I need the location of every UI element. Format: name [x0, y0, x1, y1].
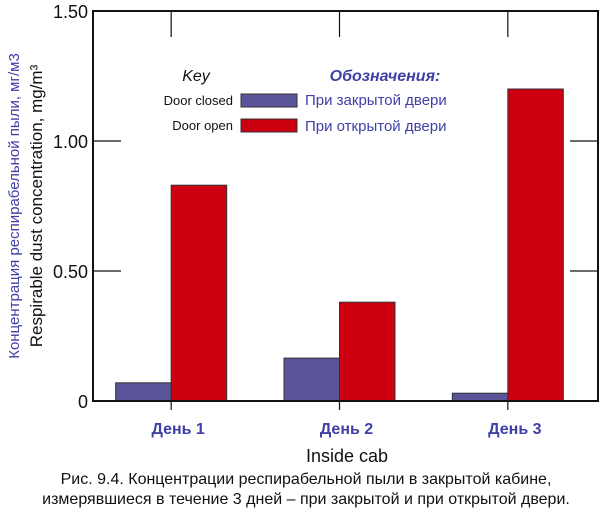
caption-line-1: Рис. 9.4. Концентрации респирабельной пы… [61, 471, 552, 488]
bar-door-closed-day-1 [115, 382, 172, 402]
bar-door-closed-day-2 [283, 357, 340, 402]
x-tick-label: День 3 [488, 421, 541, 438]
bar-door-open-day-2 [339, 301, 396, 402]
bar-door-open-day-1 [170, 184, 228, 402]
legend-title-ru: Обозначения: [330, 68, 441, 85]
plot-frame [92, 10, 599, 402]
legend-swatch-closed [240, 93, 298, 108]
y-tick-label: 1.50 [53, 2, 88, 22]
y-tick-label: 1.00 [53, 132, 88, 152]
legend-label-open: Door open [172, 118, 233, 133]
x-tick-label: День 2 [320, 421, 373, 438]
legend-title: Key [182, 68, 211, 85]
bar-door-open-day-3 [507, 88, 564, 402]
legend-label-closed-ru: При закрытой двери [305, 92, 447, 109]
y-axis-label-ru: Концентрация респирабельной пыли, мг/м3 [6, 53, 23, 359]
y-axis-label: Respirable dust concentration, mg/m³ [27, 64, 46, 347]
bar-door-closed-day-3 [451, 392, 509, 402]
y-tick-label: 0 [78, 392, 88, 412]
legend-label-open-ru: При открытой двери [305, 118, 446, 135]
legend-swatch-open [240, 118, 298, 133]
x-tick-label: День 1 [151, 421, 204, 438]
caption-line-2: измерявшиеся в течение 3 дней – при закр… [42, 491, 570, 508]
y-tick-label: 0.50 [53, 262, 88, 282]
x-axis-label: Inside cab [306, 446, 388, 466]
legend-label-closed: Door closed [164, 93, 233, 108]
